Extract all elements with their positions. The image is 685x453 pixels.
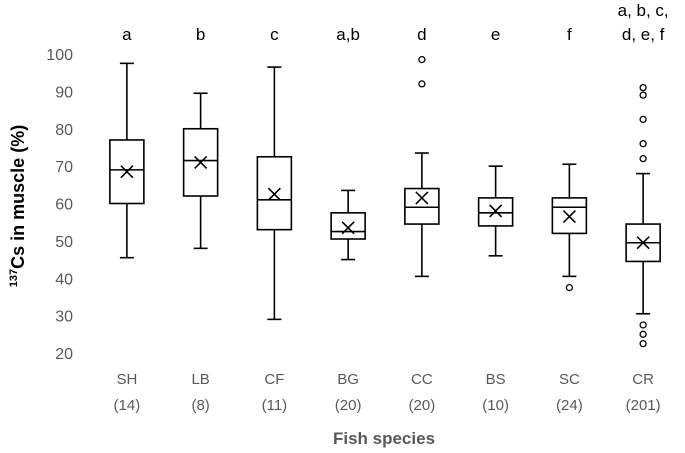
mean-cross-stroke-b-cr <box>636 236 650 250</box>
mean-marker-cr <box>636 236 650 250</box>
mean-marker-sh <box>120 165 134 179</box>
mean-cross-stroke-b-bs <box>489 204 503 218</box>
y-tick-label-70: 70 <box>55 159 73 176</box>
significance-letter-cr-1: d, e, f <box>622 25 665 44</box>
box-sh <box>109 62 145 259</box>
significance-letter-sh: a <box>122 25 132 44</box>
category-label-bs: BS <box>486 371 506 388</box>
mean-marker-cc <box>415 191 429 205</box>
category-label-cf: CF <box>264 371 284 388</box>
category-label-cr: CR <box>632 371 654 388</box>
category-label-lb: LB <box>191 371 209 388</box>
category-count-sc: (24) <box>556 397 583 414</box>
y-axis-title-main: Cs in muscle (%) <box>8 125 28 269</box>
outlier-cr-6 <box>639 91 647 99</box>
mean-marker-sc <box>562 210 576 224</box>
category-label-bg: BG <box>337 371 359 388</box>
mean-marker-cf <box>267 187 281 201</box>
significance-letter-cr-0: a, b, c, <box>618 1 669 20</box>
box-cr <box>625 83 661 348</box>
iqr-box-cc <box>404 187 440 225</box>
y-tick-label-30: 30 <box>55 309 73 326</box>
category-count-bg: (20) <box>335 397 362 414</box>
mean-marker-bg <box>341 221 355 235</box>
significance-letter-cf: c <box>270 25 279 44</box>
mean-cross-stroke-b-sc <box>562 210 576 224</box>
outlier-cr-5 <box>639 115 647 124</box>
y-tick-label-20: 20 <box>55 346 73 363</box>
box-bs <box>477 165 514 257</box>
box-sc <box>551 163 588 292</box>
y-axis-title: 137Cs in muscle (%) <box>8 125 28 287</box>
significance-letter-lb: b <box>196 25 205 44</box>
outlier-sc-0 <box>565 283 574 292</box>
mean-marker-lb <box>194 155 208 169</box>
box-cc <box>404 55 440 278</box>
mean-cross-stroke-b-lb <box>194 155 208 169</box>
significance-letter-cc: d <box>417 25 426 44</box>
significance-letter-sc: f <box>567 25 572 44</box>
outlier-cr-3 <box>639 154 647 163</box>
box-cf <box>256 66 293 321</box>
significance-letter-bg: a,b <box>336 25 360 44</box>
category-label-sh: SH <box>116 371 137 388</box>
significance-letters: a b c a,b d e f a, b, c, d, e, f <box>122 1 669 44</box>
y-tick-label-50: 50 <box>55 234 73 251</box>
category-count-cf: (11) <box>262 397 288 414</box>
x-axis-category-labels: SH (14) LB (8) CF (11) BG (20) CC (20) BS (10) SC (24… <box>114 371 661 414</box>
y-tick-label-80: 80 <box>55 122 73 139</box>
plot-area <box>109 55 661 348</box>
category-count-lb: (8) <box>191 397 209 414</box>
y-tick-label-90: 90 <box>55 84 73 101</box>
category-count-cc: (20) <box>409 397 436 414</box>
significance-letter-bs: e <box>491 25 500 44</box>
y-tick-label-100: 100 <box>46 47 73 64</box>
box-bg <box>330 189 366 261</box>
box-lb <box>182 92 219 250</box>
x-axis-title: Fish species <box>333 429 435 448</box>
mean-cross-stroke-b-cf <box>267 187 281 201</box>
y-tick-label-40: 40 <box>55 271 73 288</box>
category-count-cr: (201) <box>626 397 661 414</box>
category-label-sc: SC <box>559 371 580 388</box>
mean-cross-stroke-b-cc <box>415 191 429 205</box>
outlier-cr-7 <box>639 83 647 92</box>
outlier-cr-1 <box>639 330 647 338</box>
category-count-bs: (10) <box>482 397 509 414</box>
outlier-cc-1 <box>418 55 426 64</box>
y-axis-ticks: 20 30 40 50 60 70 80 90 100 <box>46 47 73 363</box>
mean-cross-stroke-b-sh <box>120 165 134 179</box>
category-label-cc: CC <box>411 371 433 388</box>
y-tick-label-60: 60 <box>55 197 73 214</box>
mean-marker-bs <box>489 204 503 218</box>
outlier-cr-4 <box>639 140 647 148</box>
iqr-box-bg <box>330 212 366 240</box>
outlier-cr-2 <box>639 321 647 329</box>
mean-cross-stroke-b-bg <box>341 221 355 235</box>
y-axis-title-superscript: 137 <box>8 269 20 287</box>
outlier-cr-0 <box>639 340 647 348</box>
outlier-cc-0 <box>418 80 426 88</box>
category-count-sh: (14) <box>114 397 141 414</box>
